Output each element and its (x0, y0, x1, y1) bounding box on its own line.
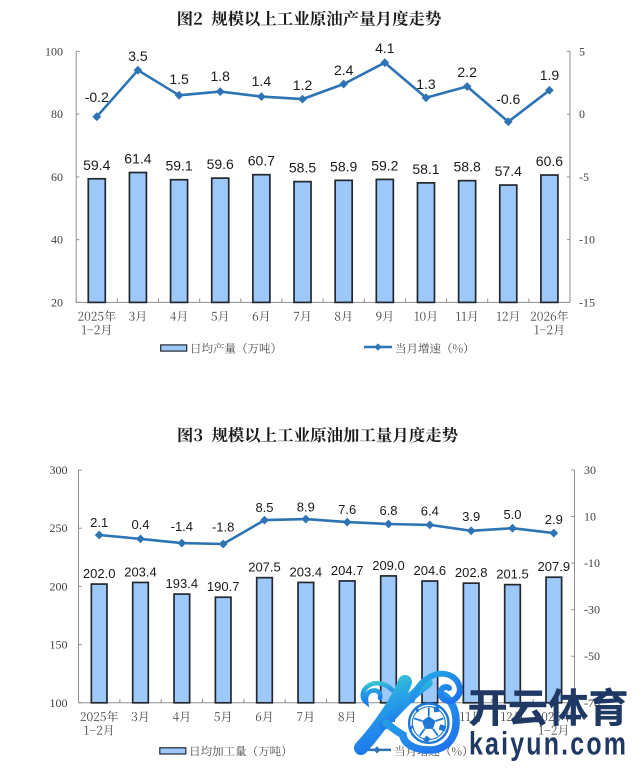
svg-text:-10: -10 (579, 233, 595, 247)
svg-text:4.1: 4.1 (375, 40, 395, 56)
svg-text:-15: -15 (579, 295, 595, 309)
svg-text:202.0: 202.0 (83, 566, 116, 581)
svg-text:100: 100 (50, 696, 68, 710)
svg-text:-30: -30 (584, 603, 600, 617)
svg-text:7.6: 7.6 (338, 502, 356, 517)
svg-text:-1.4: -1.4 (171, 519, 193, 534)
svg-text:61.4: 61.4 (124, 151, 151, 167)
svg-text:207.9: 207.9 (538, 559, 571, 574)
svg-text:200: 200 (50, 579, 68, 593)
svg-text:250: 250 (50, 521, 68, 535)
svg-text:203.4: 203.4 (124, 564, 157, 579)
svg-text:-50: -50 (584, 649, 600, 663)
svg-text:1.5: 1.5 (169, 71, 189, 87)
svg-text:6.4: 6.4 (421, 504, 439, 519)
svg-text:60.7: 60.7 (248, 153, 275, 169)
svg-text:5.0: 5.0 (503, 507, 521, 522)
svg-text:3.9: 3.9 (462, 509, 480, 524)
svg-text:58.1: 58.1 (412, 161, 439, 177)
svg-text:1.9: 1.9 (540, 67, 560, 83)
svg-text:2.4: 2.4 (334, 62, 354, 78)
svg-text:204.6: 204.6 (414, 563, 447, 578)
svg-text:209.0: 209.0 (372, 558, 405, 573)
svg-text:201.5: 201.5 (496, 567, 529, 582)
svg-text:kaiyun.com: kaiyun.com (469, 727, 628, 763)
svg-text:1.3: 1.3 (416, 76, 436, 92)
svg-text:-5: -5 (579, 170, 589, 184)
svg-text:0.4: 0.4 (131, 517, 149, 532)
svg-text:204.7: 204.7 (331, 563, 364, 578)
svg-text:1.2: 1.2 (293, 77, 313, 93)
svg-text:-1.8: -1.8 (212, 520, 234, 535)
svg-text:8.9: 8.9 (297, 500, 315, 515)
svg-text:40: 40 (51, 233, 63, 247)
svg-text:2.2: 2.2 (457, 64, 477, 80)
svg-text:3.5: 3.5 (128, 48, 148, 64)
svg-text:59.1: 59.1 (165, 158, 192, 174)
svg-text:1.8: 1.8 (210, 68, 230, 84)
svg-text:59.2: 59.2 (371, 157, 398, 173)
svg-text:150: 150 (50, 638, 68, 652)
svg-text:-0.6: -0.6 (496, 91, 520, 107)
svg-text:-10: -10 (584, 556, 600, 570)
svg-text:0: 0 (579, 107, 585, 121)
svg-text:1.4: 1.4 (252, 73, 272, 89)
svg-text:8.5: 8.5 (255, 500, 273, 515)
svg-text:10: 10 (584, 510, 596, 524)
svg-text:58.9: 58.9 (330, 158, 357, 174)
svg-text:80: 80 (51, 107, 63, 121)
svg-text:100: 100 (45, 44, 63, 58)
svg-text:58.5: 58.5 (289, 160, 316, 176)
svg-text:203.4: 203.4 (290, 564, 323, 579)
svg-text:2.9: 2.9 (545, 512, 563, 527)
svg-text:60.6: 60.6 (536, 153, 563, 169)
svg-text:5: 5 (579, 44, 585, 58)
svg-text:190.7: 190.7 (207, 579, 240, 594)
svg-text:6.8: 6.8 (379, 503, 397, 518)
svg-text:300: 300 (50, 463, 68, 477)
svg-text:207.5: 207.5 (248, 560, 281, 575)
svg-text:193.4: 193.4 (166, 576, 199, 591)
svg-text:202.8: 202.8 (455, 565, 488, 580)
svg-text:57.4: 57.4 (495, 163, 522, 179)
svg-text:60: 60 (51, 170, 63, 184)
svg-text:59.6: 59.6 (207, 156, 234, 172)
svg-text:59.4: 59.4 (83, 157, 110, 173)
svg-text:-0.2: -0.2 (85, 89, 109, 105)
svg-text:2.1: 2.1 (90, 515, 108, 530)
svg-text:30: 30 (584, 463, 596, 477)
svg-text:58.8: 58.8 (454, 159, 481, 175)
svg-text:20: 20 (51, 295, 63, 309)
